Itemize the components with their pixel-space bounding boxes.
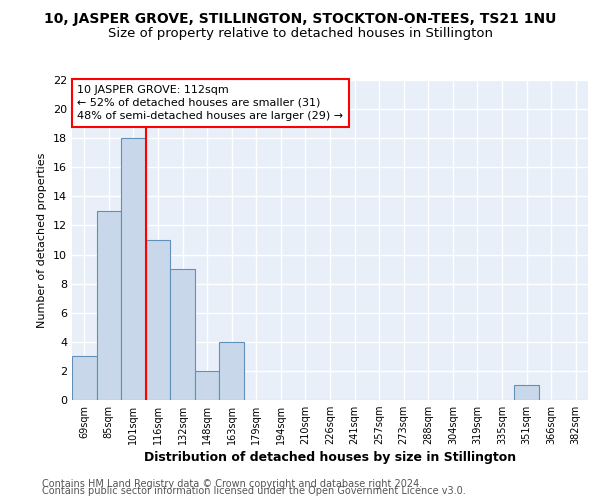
Text: Contains public sector information licensed under the Open Government Licence v3: Contains public sector information licen… (42, 486, 466, 496)
Text: 10, JASPER GROVE, STILLINGTON, STOCKTON-ON-TEES, TS21 1NU: 10, JASPER GROVE, STILLINGTON, STOCKTON-… (44, 12, 556, 26)
Bar (170, 269, 195, 400)
Bar (121, 138, 146, 400)
Bar (97, 211, 121, 400)
Bar (195, 371, 220, 400)
Text: Size of property relative to detached houses in Stillington: Size of property relative to detached ho… (107, 28, 493, 40)
Bar (146, 240, 170, 400)
Text: 10 JASPER GROVE: 112sqm
← 52% of detached houses are smaller (31)
48% of semi-de: 10 JASPER GROVE: 112sqm ← 52% of detache… (77, 85, 343, 121)
Bar (514, 386, 539, 400)
Bar (220, 342, 244, 400)
X-axis label: Distribution of detached houses by size in Stillington: Distribution of detached houses by size … (144, 452, 516, 464)
Text: Contains HM Land Registry data © Crown copyright and database right 2024.: Contains HM Land Registry data © Crown c… (42, 479, 422, 489)
Bar (72, 356, 97, 400)
Y-axis label: Number of detached properties: Number of detached properties (37, 152, 47, 328)
